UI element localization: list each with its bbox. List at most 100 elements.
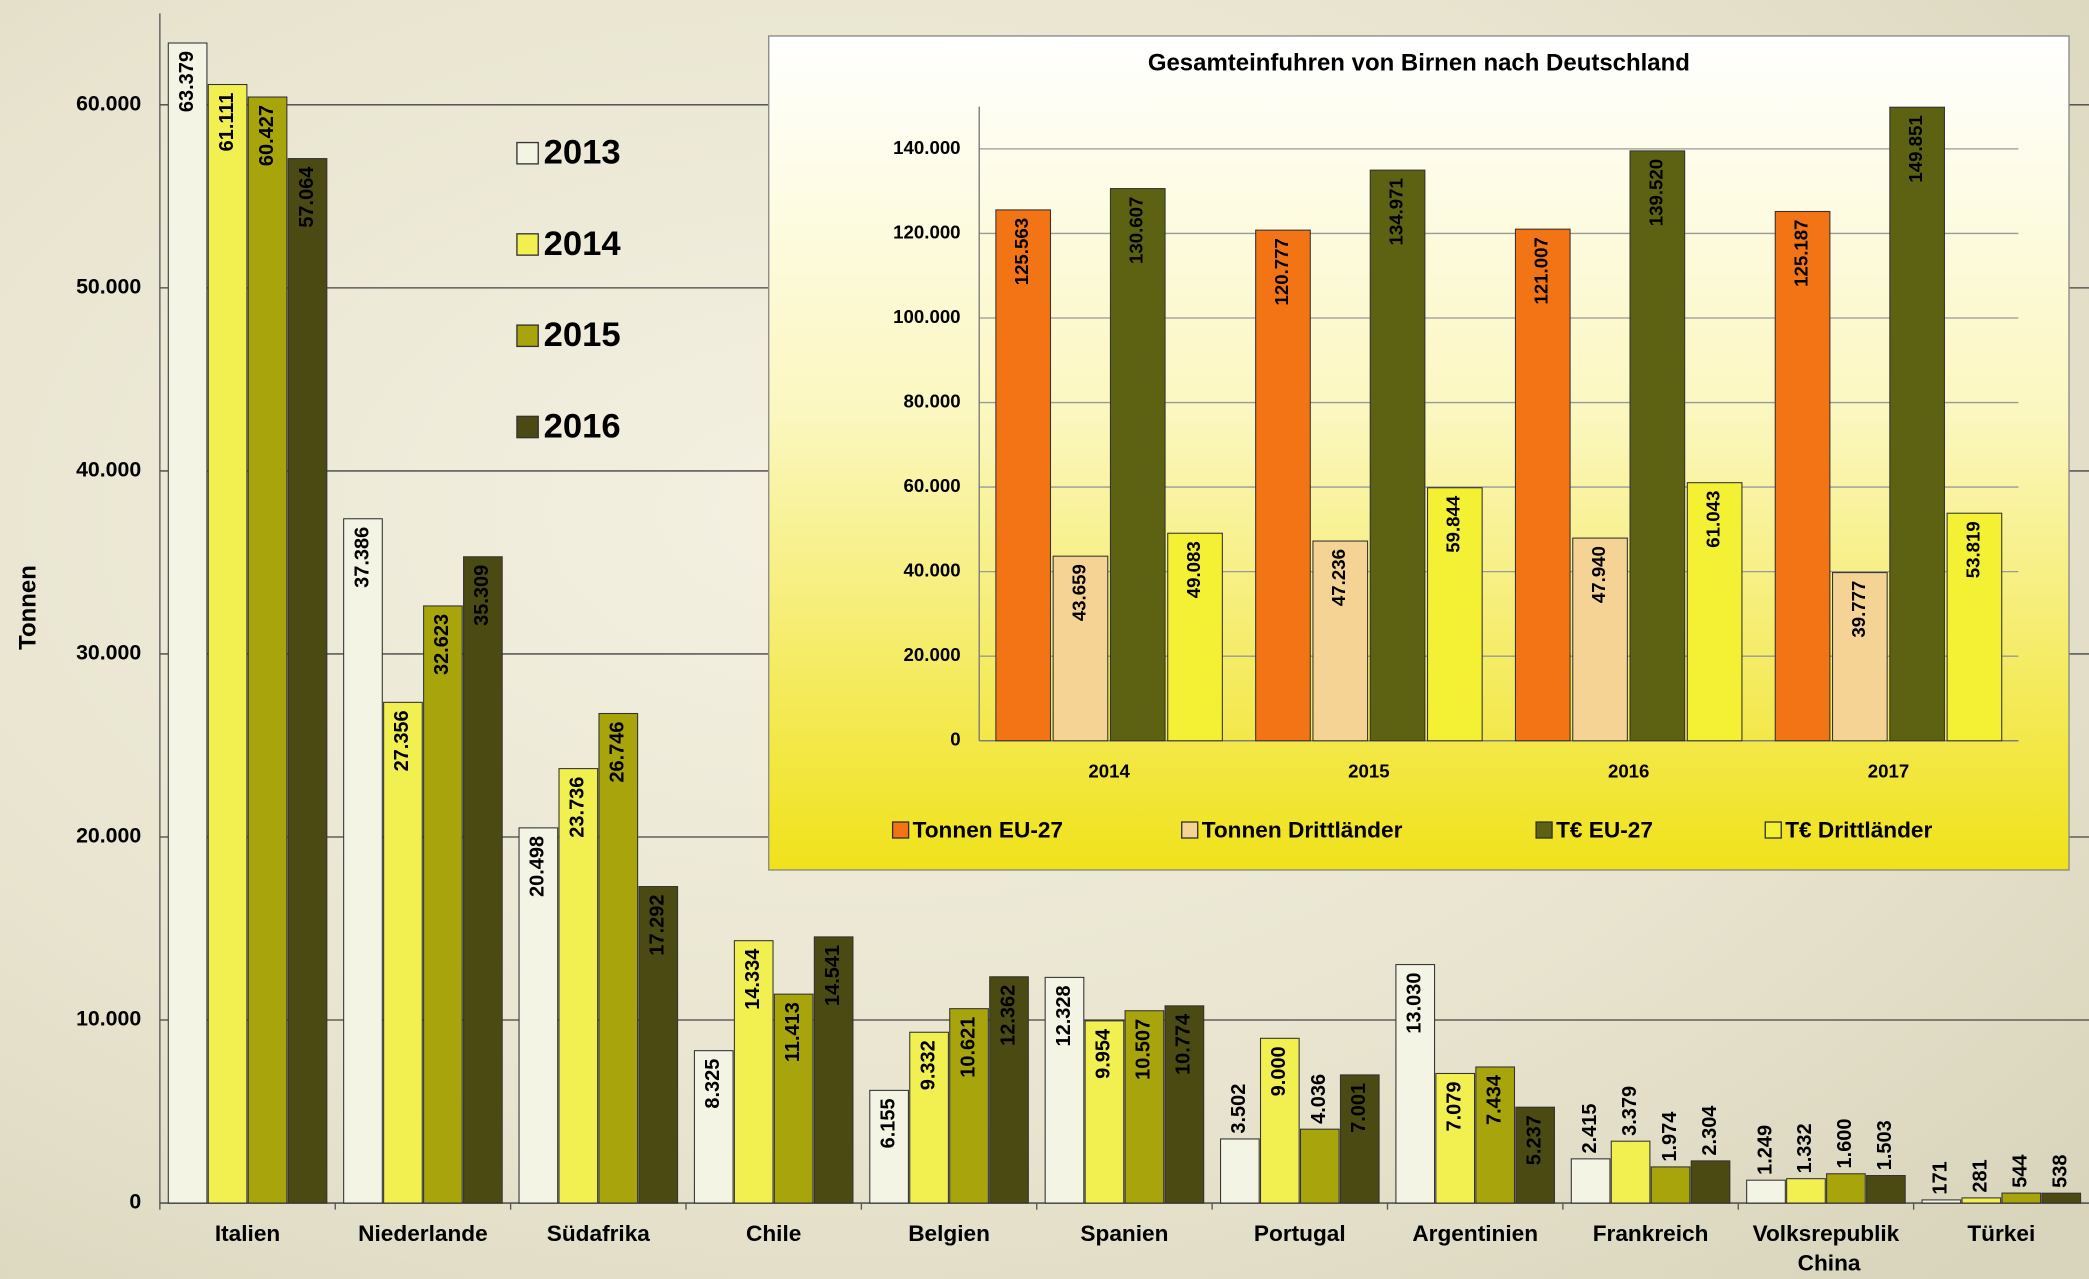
value-label: 39.777 — [1848, 581, 1869, 638]
value-label: 10.774 — [1173, 1014, 1195, 1075]
legend-label: Tonnen Drittländer — [1202, 817, 1403, 842]
value-label: 281 — [1970, 1159, 1992, 1192]
x-tick-label: Türkei — [1967, 1221, 2035, 1246]
legend-label: 2013 — [544, 134, 621, 172]
bar — [1052, 555, 1109, 742]
value-label: 139.520 — [1645, 159, 1666, 226]
legend-label: 2015 — [544, 316, 621, 354]
y-tick-label: 10.000 — [76, 1007, 141, 1031]
bar — [1515, 1106, 1555, 1204]
bar — [1866, 1175, 1906, 1204]
bar — [1889, 106, 1945, 742]
value-label: 5.237 — [1523, 1115, 1545, 1165]
bar — [1167, 532, 1223, 742]
bar — [1044, 976, 1085, 1204]
x-tick-label: Spanien — [1080, 1221, 1168, 1246]
legend-swatch — [516, 324, 539, 348]
bar — [287, 158, 328, 1204]
bar — [1690, 1160, 1731, 1204]
bar — [1786, 1178, 1826, 1204]
value-label: 130.607 — [1126, 197, 1147, 264]
bar — [1570, 1158, 1611, 1204]
value-label: 2.415 — [1579, 1104, 1601, 1154]
x-tick-label-line: Volksrepublik — [1753, 1221, 1900, 1246]
value-label: 149.851 — [1905, 115, 1926, 182]
bar — [773, 993, 814, 1204]
bar — [1650, 1166, 1691, 1204]
bar — [1220, 1138, 1260, 1204]
value-label: 1.249 — [1754, 1125, 1776, 1175]
value-label: 8.325 — [702, 1059, 724, 1109]
x-tick-label: Volksrepublik China — [1753, 1221, 1900, 1275]
value-label: 4.036 — [1308, 1074, 1330, 1124]
value-label: 9.332 — [917, 1040, 939, 1090]
y-tick-label: 120.000 — [893, 221, 960, 242]
value-label: 20.498 — [527, 836, 549, 897]
legend-swatch — [516, 141, 539, 165]
bar — [693, 1050, 734, 1204]
value-label: 47.940 — [1588, 546, 1609, 603]
x-tick-label: 2017 — [1868, 761, 1909, 782]
bar — [949, 1008, 989, 1204]
bar — [638, 886, 679, 1204]
bar — [813, 936, 854, 1204]
value-label: 9.000 — [1268, 1046, 1290, 1096]
value-label: 1.974 — [1659, 1112, 1681, 1162]
value-label: 121.007 — [1531, 237, 1552, 304]
value-label: 26.746 — [607, 722, 629, 783]
value-label: 2.304 — [1699, 1106, 1721, 1156]
value-label: 53.819 — [1962, 521, 1983, 578]
y-axis-label: Tonnen — [15, 565, 42, 650]
legend-swatch — [891, 821, 910, 839]
bar — [1946, 512, 2003, 742]
y-tick-label: 80.000 — [904, 390, 961, 411]
value-label: 23.736 — [567, 777, 589, 838]
legend-label: Tonnen EU-27 — [913, 817, 1063, 842]
y-tick-label: 60.000 — [904, 475, 961, 496]
value-label: 10.507 — [1133, 1019, 1155, 1080]
x-tick-label: Niederlande — [358, 1221, 488, 1246]
y-tick-label: 60.000 — [76, 91, 141, 115]
y-tick-label: 0 — [950, 729, 960, 750]
bar — [1255, 229, 1311, 742]
value-label: 1.600 — [1834, 1118, 1856, 1168]
value-label: 171 — [1930, 1161, 1952, 1194]
value-label: 7.079 — [1443, 1081, 1465, 1131]
bar — [343, 518, 383, 1204]
value-label: 61.043 — [1703, 491, 1724, 548]
bar — [1475, 1066, 1516, 1204]
value-label: 63.379 — [176, 51, 198, 112]
bar — [1610, 1140, 1651, 1204]
bar — [1774, 210, 1831, 742]
x-tick-label: 2014 — [1088, 761, 1130, 782]
y-tick-label: 50.000 — [76, 275, 141, 299]
value-label: 43.659 — [1068, 564, 1089, 621]
value-label: 59.844 — [1443, 495, 1464, 553]
x-tick-label: 2016 — [1608, 761, 1649, 782]
value-label: 17.292 — [647, 895, 669, 956]
bar — [1124, 1010, 1165, 1204]
bar — [2001, 1192, 2042, 1204]
value-label: 3.379 — [1619, 1086, 1641, 1136]
value-label: 125.187 — [1790, 219, 1811, 286]
y-tick-label: 0 — [129, 1190, 141, 1214]
value-label: 49.083 — [1183, 541, 1204, 598]
x-tick-label: Argentinien — [1412, 1221, 1538, 1246]
bar — [1961, 1197, 2002, 1204]
bar — [1259, 1037, 1300, 1204]
bar — [1921, 1199, 1962, 1204]
legend-label: 2016 — [544, 407, 621, 445]
value-label: 3.502 — [1228, 1084, 1250, 1134]
bar — [1686, 482, 1743, 742]
value-label: 12.362 — [997, 985, 1019, 1046]
y-tick-label: 40.000 — [76, 458, 141, 482]
bar — [1339, 1074, 1380, 1204]
x-tick-label: Italien — [215, 1221, 280, 1246]
value-label: 27.356 — [391, 710, 413, 771]
bar — [558, 768, 599, 1204]
bar — [1312, 540, 1369, 742]
bar — [733, 940, 774, 1204]
bar — [1629, 150, 1686, 742]
bar — [989, 976, 1029, 1204]
